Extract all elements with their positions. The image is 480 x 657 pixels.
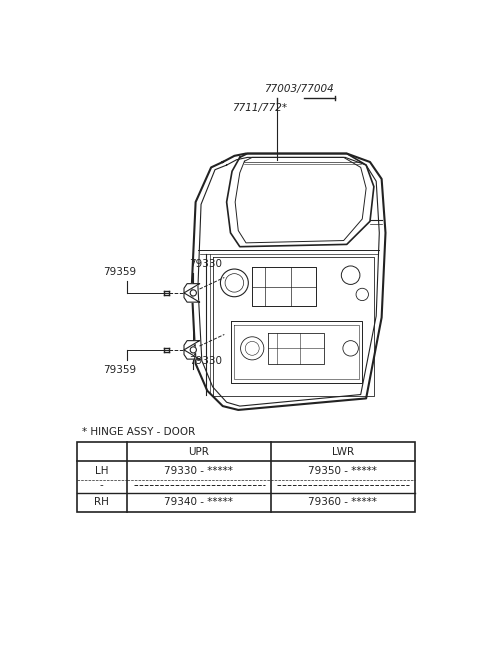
Polygon shape — [184, 293, 200, 302]
Polygon shape — [184, 350, 200, 359]
Text: 79340 - *****: 79340 - ***** — [164, 497, 233, 507]
Polygon shape — [184, 340, 200, 350]
Text: LH: LH — [95, 466, 108, 476]
Circle shape — [190, 290, 196, 296]
Polygon shape — [184, 284, 200, 293]
Text: 79360 - *****: 79360 - ***** — [309, 497, 377, 507]
Text: * HINGE ASSY - DOOR: * HINGE ASSY - DOOR — [82, 426, 195, 437]
Text: LWR: LWR — [332, 447, 354, 457]
Text: 79359: 79359 — [103, 365, 136, 375]
Text: 7711/772*: 7711/772* — [232, 103, 288, 113]
Text: RH: RH — [95, 497, 109, 507]
Text: 79359: 79359 — [103, 267, 136, 277]
Text: 79350 - *****: 79350 - ***** — [309, 466, 377, 476]
Text: UPR: UPR — [188, 447, 209, 457]
Text: 79330: 79330 — [190, 260, 222, 269]
Text: 77003/77004: 77003/77004 — [264, 84, 334, 94]
Bar — [77, 442, 415, 512]
Text: -: - — [100, 480, 104, 489]
Circle shape — [190, 347, 196, 353]
Text: 79330: 79330 — [190, 355, 222, 366]
Text: 79330 - *****: 79330 - ***** — [164, 466, 233, 476]
